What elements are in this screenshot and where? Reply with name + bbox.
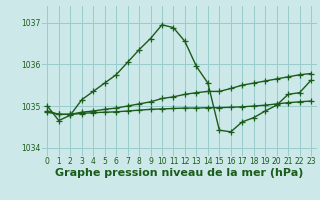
X-axis label: Graphe pression niveau de la mer (hPa): Graphe pression niveau de la mer (hPa): [55, 168, 303, 178]
